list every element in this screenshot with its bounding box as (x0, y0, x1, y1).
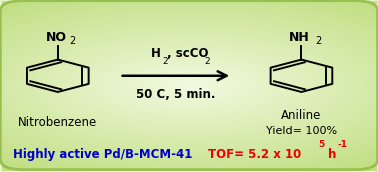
Text: H: H (151, 47, 161, 60)
Text: NO: NO (45, 31, 67, 44)
Text: NH: NH (289, 31, 310, 44)
Text: 2: 2 (204, 57, 210, 66)
Text: TOF= 5.2 x 10: TOF= 5.2 x 10 (208, 148, 301, 161)
Text: Aniline: Aniline (281, 109, 322, 122)
Text: -1: -1 (338, 139, 347, 148)
Text: Highly active Pd/B-MCM-41: Highly active Pd/B-MCM-41 (13, 148, 192, 161)
Text: 5: 5 (318, 139, 325, 148)
Text: Yield= 100%: Yield= 100% (266, 126, 337, 136)
Text: 2: 2 (315, 36, 321, 46)
Text: 2: 2 (163, 57, 168, 66)
Text: h: h (328, 148, 336, 161)
Text: Nitrobenzene: Nitrobenzene (18, 116, 98, 129)
Text: 2: 2 (69, 36, 75, 46)
Text: 50 C, 5 min.: 50 C, 5 min. (136, 88, 215, 101)
Text: , scCO: , scCO (166, 47, 208, 60)
